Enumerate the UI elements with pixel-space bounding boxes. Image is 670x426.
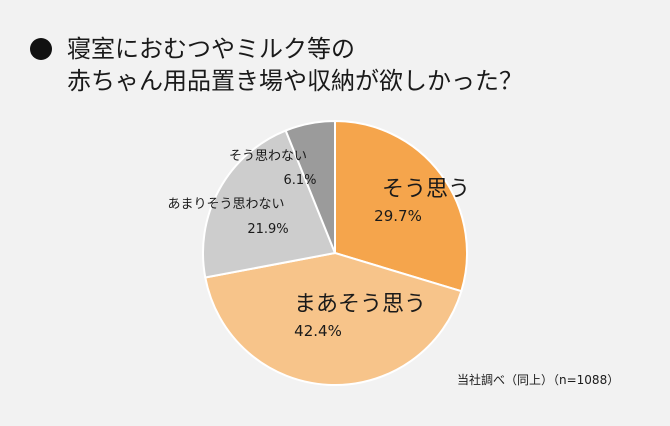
slice-label-1: そう思う (382, 177, 470, 202)
slice-label-3: あまりそう思わない (167, 197, 284, 212)
title-line-2: 赤ちゃん用品置き場や収納が欲しかった？ (67, 67, 523, 95)
slice-value-2: 42.4% (294, 322, 342, 340)
pie-slice-3 (202, 129, 336, 279)
slice-value-4: 6.1% (283, 173, 316, 188)
slice-value-1: 29.7% (374, 207, 422, 225)
title-line-1: 寝室におむつやミルク等の (67, 35, 355, 63)
pie-slice-4 (284, 120, 336, 254)
source-note: 当社調べ（同上）（n=1088） (457, 373, 620, 387)
pie-slice-2 (204, 252, 463, 386)
bullet-icon (30, 38, 52, 60)
slice-value-3: 21.9% (247, 222, 288, 237)
slice-label-2: まあそう思う (294, 292, 426, 317)
slice-label-4: そう思わない (229, 149, 307, 164)
pie-slice-1 (334, 120, 468, 293)
